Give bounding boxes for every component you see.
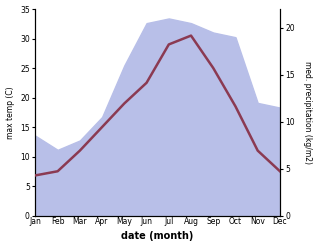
Y-axis label: max temp (C): max temp (C) (5, 86, 15, 139)
X-axis label: date (month): date (month) (121, 231, 194, 242)
Y-axis label: med. precipitation (kg/m2): med. precipitation (kg/m2) (303, 61, 313, 164)
